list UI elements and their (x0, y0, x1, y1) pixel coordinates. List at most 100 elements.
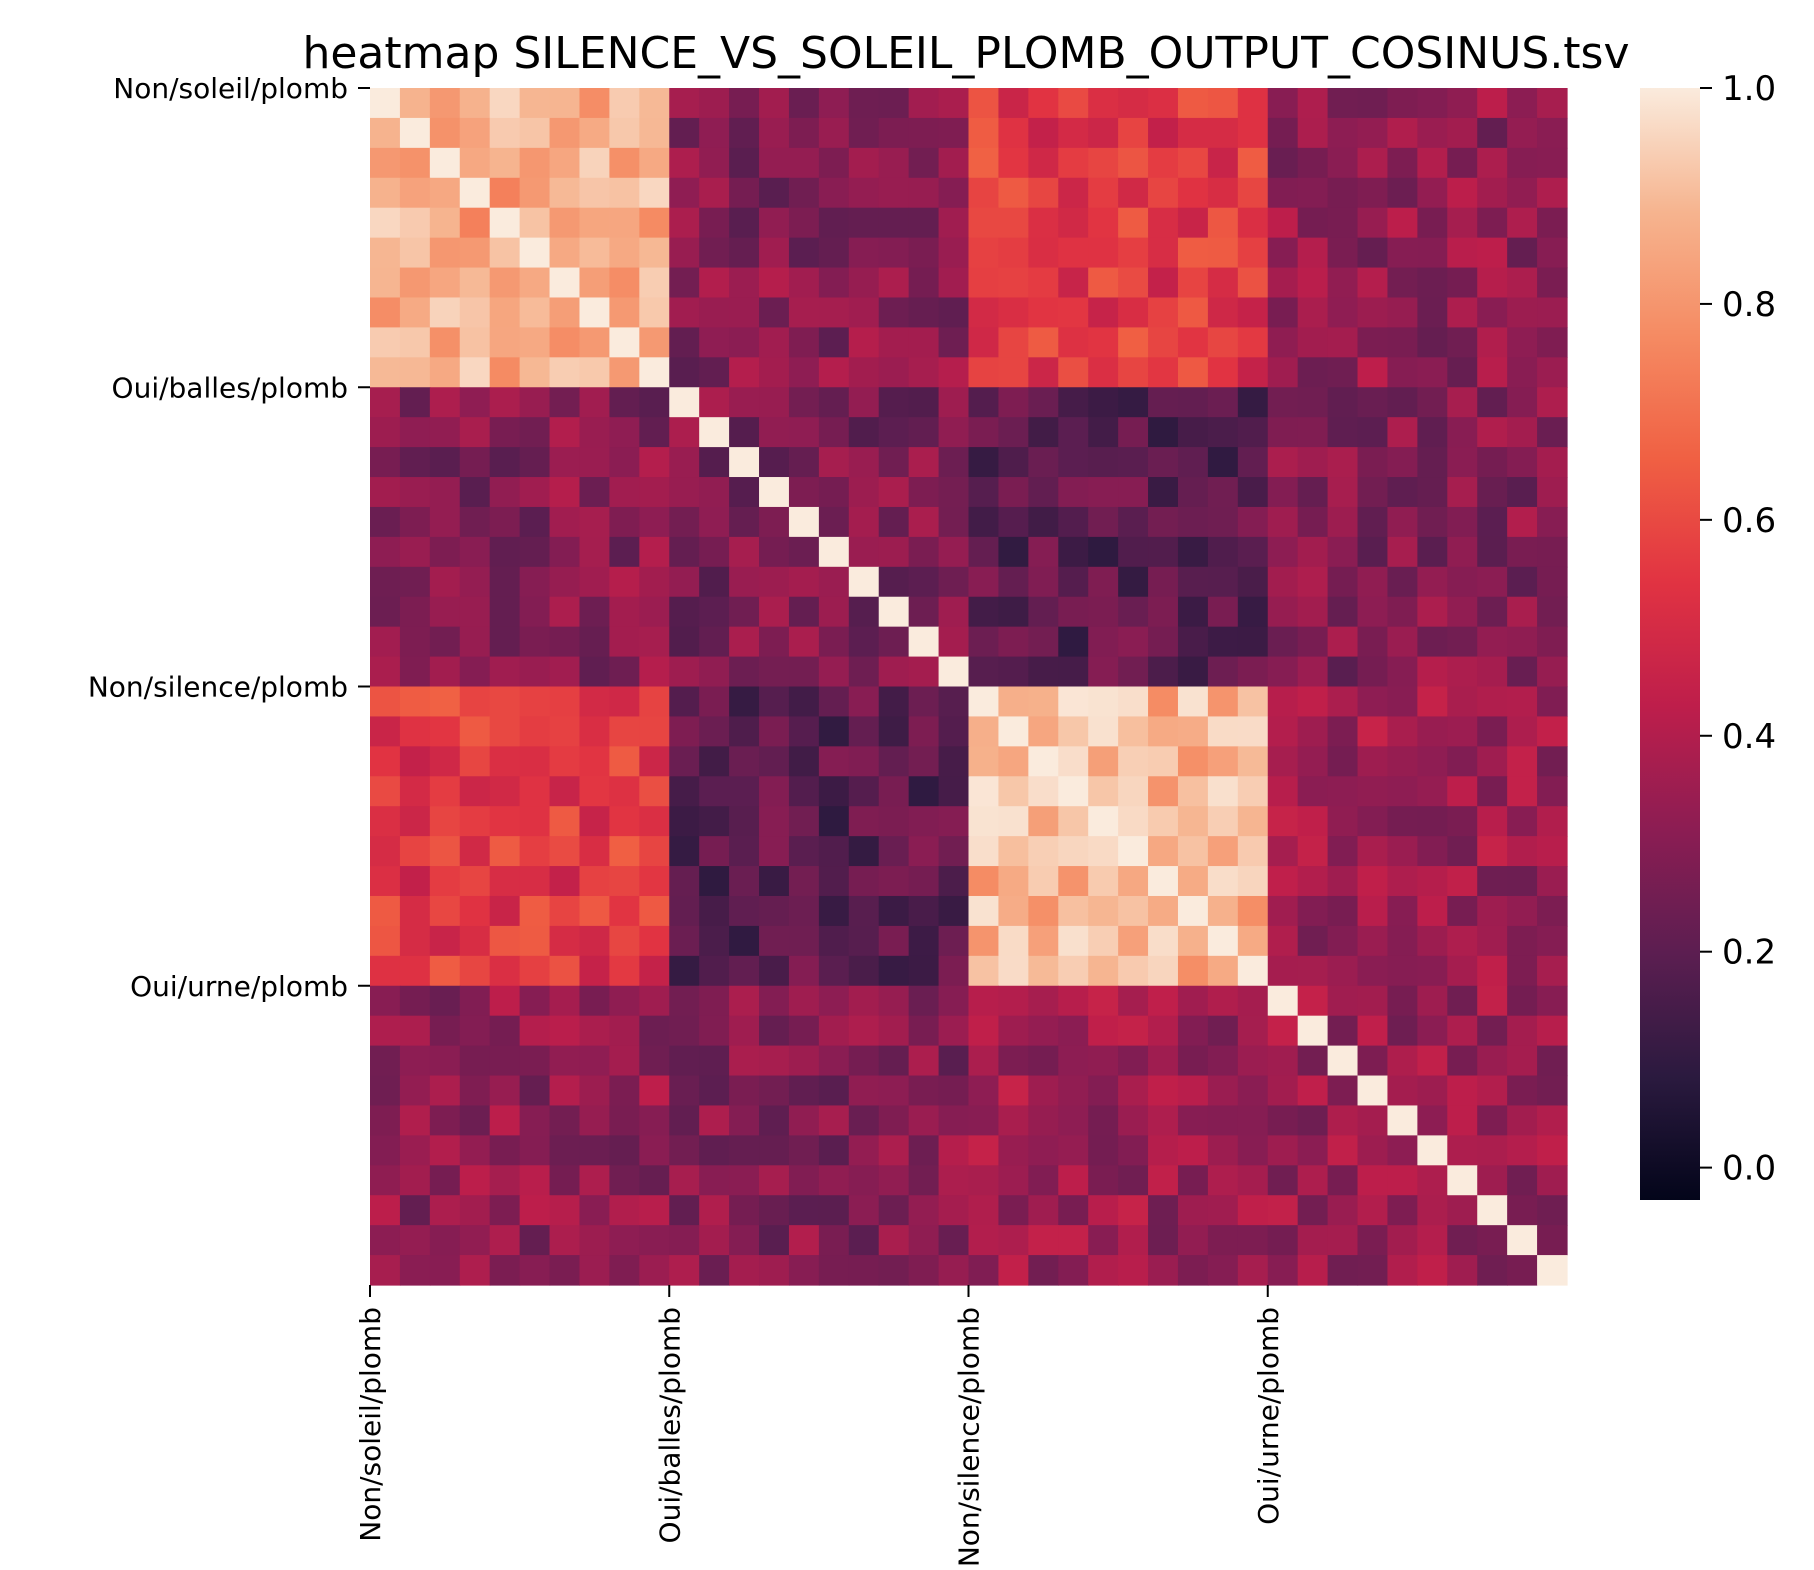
heatmap-cell (429, 776, 461, 807)
heatmap-cell (908, 1075, 940, 1107)
heatmap-cell (370, 88, 401, 119)
heatmap-cell (878, 596, 910, 628)
heatmap-cell (1537, 447, 1568, 478)
heatmap-cell (1417, 237, 1448, 269)
heatmap-cell (1507, 1195, 1538, 1226)
heatmap-cell (1297, 1105, 1329, 1136)
heatmap-cell (639, 1195, 670, 1226)
heatmap-cell (1237, 1075, 1269, 1107)
heatmap-cell (669, 477, 700, 508)
heatmap-cell (1118, 536, 1149, 568)
heatmap-cell (639, 327, 670, 358)
heatmap-cell (1148, 1135, 1179, 1166)
heatmap-cell (938, 1105, 970, 1136)
heatmap-cell (1507, 177, 1538, 209)
heatmap-cell (1058, 1015, 1089, 1047)
heatmap-cell (1058, 656, 1089, 688)
heatmap-cell (1537, 596, 1568, 628)
heatmap-cell (519, 1255, 551, 1286)
heatmap-cell (1297, 626, 1329, 658)
heatmap-cell (759, 836, 790, 867)
heatmap-cell (579, 1255, 611, 1286)
heatmap-cell (878, 716, 910, 747)
heatmap-cell (968, 536, 1000, 568)
heatmap-cell (1507, 88, 1538, 119)
heatmap-cell (1417, 357, 1448, 388)
heatmap-cell (759, 1195, 790, 1226)
heatmap-cell (1267, 267, 1299, 299)
heatmap-cell (848, 536, 880, 568)
heatmap-cell (729, 1045, 760, 1077)
heatmap-cell (1237, 686, 1269, 718)
heatmap-cell (1387, 147, 1418, 179)
heatmap-cell (1148, 237, 1179, 269)
heatmap-cell (1237, 117, 1269, 149)
heatmap-cell (669, 117, 700, 149)
heatmap-cell (1267, 866, 1299, 897)
heatmap-cell (1237, 267, 1269, 299)
heatmap-cell (1088, 1255, 1119, 1286)
heatmap-cell (1357, 1195, 1389, 1226)
heatmap-cell (938, 596, 970, 628)
heatmap-cell (1177, 177, 1209, 209)
heatmap-cell (818, 686, 850, 718)
heatmap-cell (938, 207, 970, 239)
heatmap-cell (1327, 267, 1359, 299)
heatmap-cell (759, 1045, 790, 1077)
heatmap-cell (759, 477, 790, 508)
heatmap-cell (1327, 1105, 1359, 1136)
heatmap-cell (1028, 267, 1059, 299)
heatmap-cell (968, 866, 1000, 897)
heatmap-cell (489, 596, 521, 628)
heatmap-cell (759, 955, 790, 987)
heatmap-cell (669, 237, 700, 269)
heatmap-cell (1417, 117, 1448, 149)
heatmap-cell (1088, 147, 1119, 179)
heatmap-cell (1028, 237, 1059, 269)
heatmap-cell (818, 477, 850, 508)
heatmap-cell (1327, 387, 1359, 418)
heatmap-cell (759, 716, 790, 747)
heatmap-cell (908, 1135, 940, 1166)
heatmap-cell (848, 985, 880, 1017)
heatmap-cell (1088, 866, 1119, 897)
heatmap-cell (1267, 387, 1299, 418)
heatmap-cell (878, 506, 910, 538)
heatmap-cell (429, 177, 461, 209)
heatmap-cell (1028, 596, 1059, 628)
heatmap-cell (1118, 327, 1149, 358)
heatmap-cell (1357, 566, 1389, 598)
heatmap-cell (1297, 1225, 1329, 1256)
heatmap-cell (788, 237, 820, 269)
heatmap-cell (549, 866, 581, 897)
heatmap-cell (1028, 895, 1059, 927)
heatmap-cell (399, 1165, 431, 1196)
heatmap-cell (639, 447, 670, 478)
heatmap-cell (699, 656, 730, 688)
heatmap-cell (729, 1105, 760, 1136)
heatmap-cell (1088, 207, 1119, 239)
heatmap-cell (998, 447, 1029, 478)
heatmap-cell (579, 806, 611, 837)
heatmap-cell (1477, 806, 1508, 837)
heatmap-cell (1148, 626, 1179, 658)
heatmap-cell (1477, 866, 1508, 897)
heatmap-cell (399, 1105, 431, 1136)
heatmap-cell (1028, 656, 1059, 688)
heatmap-cell (729, 1015, 760, 1047)
heatmap-cell (639, 1105, 670, 1136)
heatmap-cell (669, 985, 700, 1017)
heatmap-cell (370, 1135, 401, 1166)
heatmap-cell (938, 477, 970, 508)
heatmap-cell (848, 1045, 880, 1077)
heatmap-cell (1447, 357, 1478, 388)
heatmap-cell (459, 88, 491, 119)
heatmap-cell (759, 626, 790, 658)
heatmap-cell (399, 147, 431, 179)
heatmap-cell (1148, 656, 1179, 688)
heatmap-cell (1447, 387, 1478, 418)
heatmap-cell (1387, 566, 1418, 598)
heatmap-cell (878, 147, 910, 179)
heatmap-cell (429, 267, 461, 299)
heatmap-cell (848, 447, 880, 478)
